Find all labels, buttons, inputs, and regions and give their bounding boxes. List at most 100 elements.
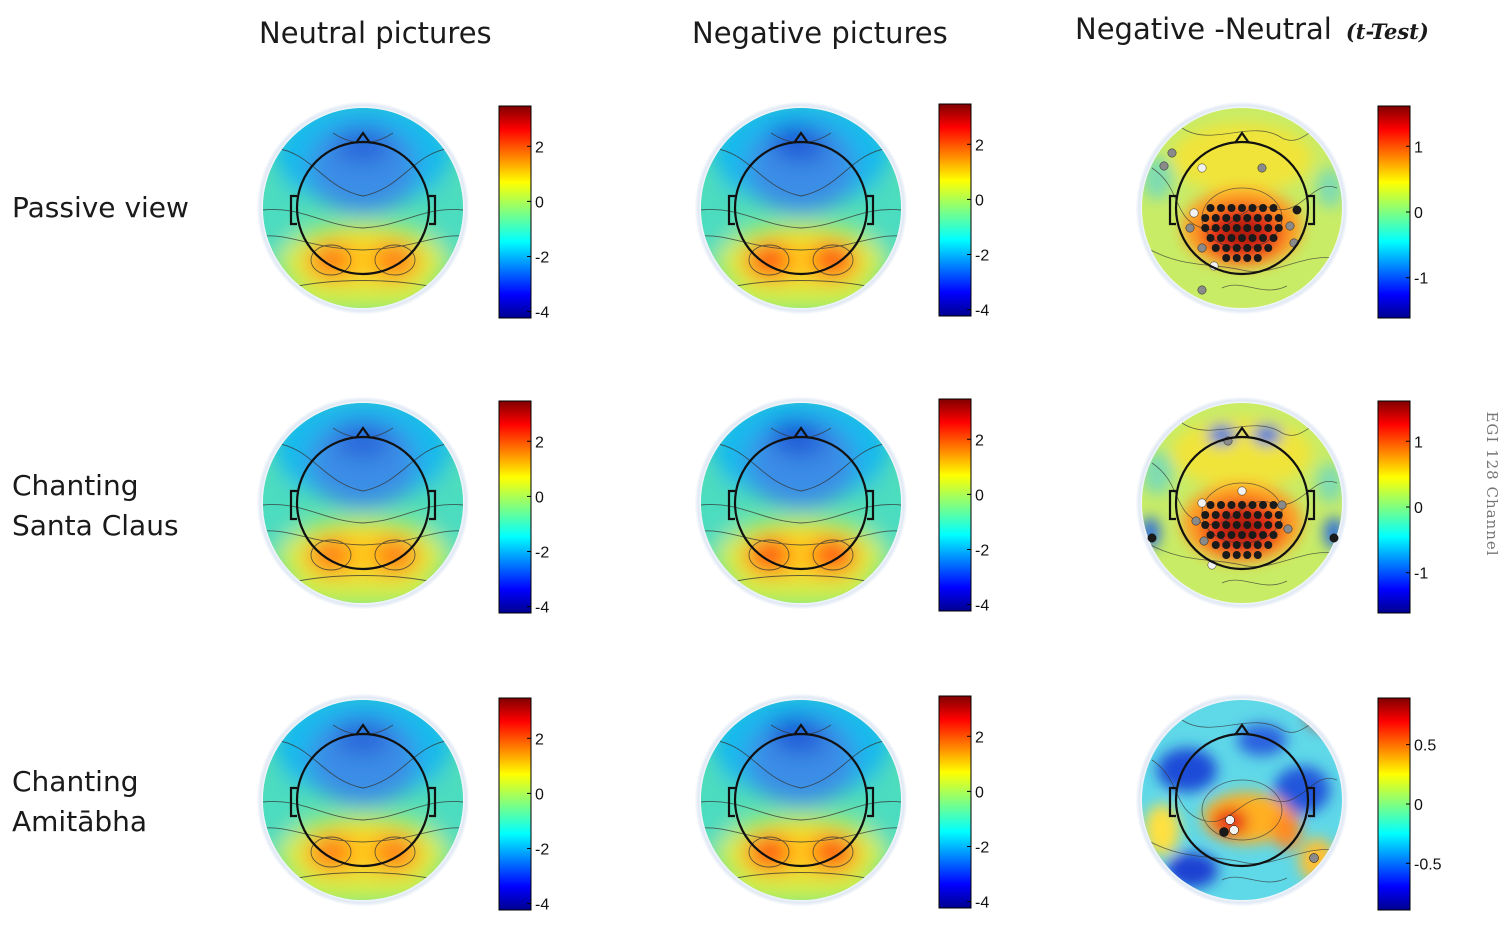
electrode-dot <box>1274 214 1283 222</box>
topomap-r2-c1 <box>257 397 469 609</box>
electrode-dot <box>1206 234 1215 242</box>
topomap-r3-c3 <box>1136 694 1348 906</box>
contour-line <box>274 147 452 197</box>
neutral-region <box>701 178 736 258</box>
colorbar: 2 0 -2 -4 <box>938 695 989 912</box>
colorbar-tick-label: -2 <box>535 545 549 562</box>
colorbar-gradient <box>498 697 532 911</box>
electrode-dot <box>1211 224 1220 232</box>
colorbar-tick-label: 0 <box>535 194 544 211</box>
contour-line <box>701 209 901 229</box>
electrode-dot <box>1225 815 1235 825</box>
electrode-dot <box>1259 204 1267 212</box>
contour-line <box>725 872 877 881</box>
contour-line <box>748 539 790 571</box>
electrode-dot <box>1264 511 1273 519</box>
electrode-dot <box>1277 500 1287 510</box>
electrode-dot <box>1217 234 1225 242</box>
electrode-dot <box>1264 224 1273 232</box>
electrode-dot <box>1253 214 1262 222</box>
electrode-dot <box>1243 214 1252 222</box>
column-title-neutral: Neutral pictures <box>259 16 492 50</box>
neutral-region <box>866 770 901 850</box>
nose-marker <box>793 723 809 736</box>
contour-line <box>287 872 439 881</box>
electrode-dot <box>1253 224 1262 232</box>
head-circle <box>733 732 869 868</box>
electrode-dot <box>1211 521 1220 529</box>
electrode-dot <box>1232 551 1241 559</box>
contour-line <box>712 739 890 789</box>
contour-line <box>701 530 901 546</box>
nose-marker <box>1234 723 1250 736</box>
electrode-dot <box>1217 531 1225 539</box>
electrode-dot <box>1269 501 1278 509</box>
electrode-dot <box>1201 224 1210 232</box>
electrode-dot <box>1253 254 1262 262</box>
significant-electrodes <box>1219 815 1319 863</box>
contour-line <box>287 575 439 584</box>
electrode-dot <box>1243 551 1252 559</box>
electrode-dot <box>1197 243 1207 253</box>
electrode-dot <box>1227 501 1236 509</box>
colorbar: 2 0 -2 -4 <box>498 105 549 322</box>
electrode-dot <box>1243 224 1252 232</box>
t-test-note: (t-Test) <box>1345 19 1429 44</box>
positive-peak <box>747 538 791 572</box>
nose-marker <box>355 426 371 439</box>
electrode-dot <box>1222 244 1231 252</box>
contour-line <box>310 244 352 276</box>
colorbar: 0.5 0 -0.5 <box>1377 697 1442 911</box>
electrode-dot <box>1232 244 1241 252</box>
electrode-dot <box>1238 234 1246 242</box>
contour-line <box>1146 247 1338 272</box>
electrode-dot <box>1243 511 1252 519</box>
neutral-region <box>866 178 901 258</box>
positive-peak <box>811 243 855 277</box>
electrode-dot <box>1206 531 1215 539</box>
colorbar-tick-label: 2 <box>535 434 544 451</box>
electrode-dot <box>1199 536 1209 546</box>
electrode-dot <box>1243 254 1252 262</box>
neutral-region <box>428 178 463 258</box>
colorbar-tick-label: 0 <box>975 192 984 209</box>
column-title-difference: Negative -Neutral (t-Test) <box>1075 12 1429 46</box>
electrode-dot <box>1159 161 1169 171</box>
right-ear <box>429 489 437 521</box>
left-ear <box>1168 489 1176 521</box>
electrode-dot <box>1147 533 1157 543</box>
right-ear <box>1308 786 1316 818</box>
electrode-dot <box>1211 511 1220 519</box>
neutral-region <box>1316 168 1342 208</box>
contour-line <box>701 235 901 251</box>
topomap-r1-c3 <box>1136 102 1348 314</box>
electrode-dot <box>1264 541 1273 549</box>
row-label-line: Santa Claus <box>12 509 179 542</box>
left-ear <box>727 786 735 818</box>
contour-line <box>1146 542 1338 567</box>
left-ear <box>289 489 297 521</box>
colorbar-tick-label: -4 <box>535 600 549 617</box>
electrode-dot <box>1232 511 1241 519</box>
row-label-line: Chanting <box>12 469 139 502</box>
electrode-dot <box>1217 204 1225 212</box>
colorbar: 2 0 -2 -4 <box>938 398 989 615</box>
head-outline <box>289 426 437 571</box>
electrode-dot <box>1259 234 1267 242</box>
head-outline <box>1168 723 1316 868</box>
colorbar-tick-label: -2 <box>535 842 549 859</box>
electrode-dot <box>1237 486 1247 496</box>
electrode-dot <box>1232 214 1241 222</box>
left-ear <box>289 194 297 226</box>
negative-region <box>771 419 815 447</box>
electrode-dot <box>1259 531 1267 539</box>
electrode-dot <box>1211 541 1220 549</box>
contour-line <box>1221 579 1288 586</box>
neutral-region <box>1316 463 1342 503</box>
colorbar-tick-label: -2 <box>975 543 989 560</box>
contour-line <box>263 209 463 229</box>
neutral-region <box>263 178 298 258</box>
head-circle <box>295 732 431 868</box>
right-ear <box>429 786 437 818</box>
colorbar: 2 0 -2 -4 <box>498 697 549 914</box>
